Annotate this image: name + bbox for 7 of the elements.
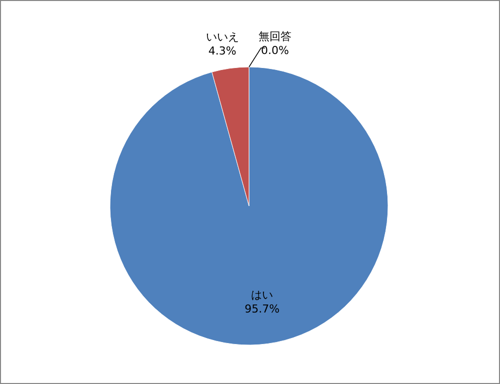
slice-label: いいえ [206, 30, 239, 44]
data-label: 4.3% [208, 44, 236, 58]
category-label: 無回答 [258, 30, 292, 43]
slice-label: はい [251, 288, 274, 302]
pie-slice [110, 66, 388, 346]
data-label: 95.7% [244, 302, 280, 316]
text: 0.0% [261, 44, 289, 57]
